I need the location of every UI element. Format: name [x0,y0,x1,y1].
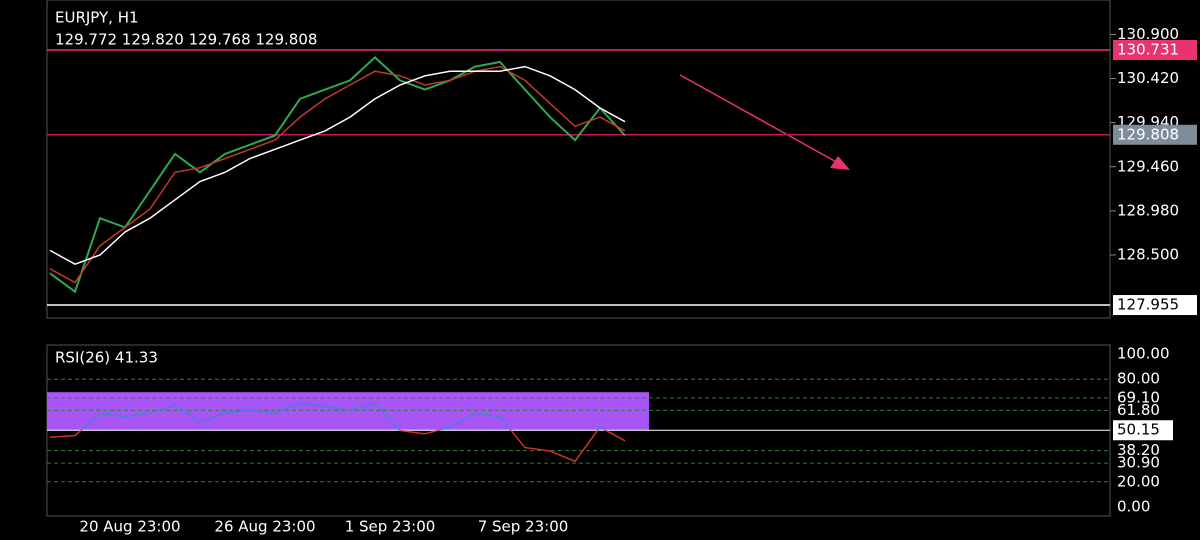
y-tick-label: 80.00 [1117,370,1160,388]
symbol-title: EURJPY, H1 [55,9,139,27]
arrow-head [830,156,850,170]
level-label: 50.15 [1117,421,1160,439]
y-tick-label: 129.460 [1117,157,1179,175]
y-tick-label: 0.00 [1117,498,1150,516]
rsi-line [79,402,608,431]
y-tick-label: 128.980 [1117,201,1179,219]
level-badge [1113,124,1197,145]
y-tick-label: 30.90 [1117,454,1160,472]
level-label: 127.955 [1117,296,1179,314]
y-tick-label: 130.900 [1117,25,1179,43]
level-badge [1113,420,1173,441]
level-label: 130.731 [1117,40,1179,58]
trend-arrow [679,74,841,165]
y-tick-label: 128.500 [1117,245,1179,263]
y-tick-label: 20.00 [1117,472,1160,490]
x-tick-label: 26 Aug 23:00 [214,518,315,536]
level-label: 129.808 [1117,125,1179,143]
y-tick-label: 130.420 [1117,69,1179,87]
ohlc: 129.772 129.820 129.768 129.808 [55,31,317,49]
rsi-band [47,392,649,431]
x-tick-label: 7 Sep 23:00 [478,518,569,536]
y-tick-label: 100.00 [1117,345,1170,363]
level-badge [1113,39,1197,60]
x-tick-label: 1 Sep 23:00 [345,518,436,536]
price-panel [46,0,1111,319]
price-line [49,56,626,294]
y-tick-label: 69.10 [1117,388,1160,406]
y-tick-label: 61.80 [1117,401,1160,419]
x-tick-label: 20 Aug 23:00 [79,518,180,536]
rsi-title: RSI(26) 41.33 [55,349,158,367]
price-line [49,65,626,266]
rsi-line [49,430,626,463]
level-badge [1113,295,1197,316]
y-tick-label: 38.20 [1117,441,1160,459]
price-line [49,65,626,284]
